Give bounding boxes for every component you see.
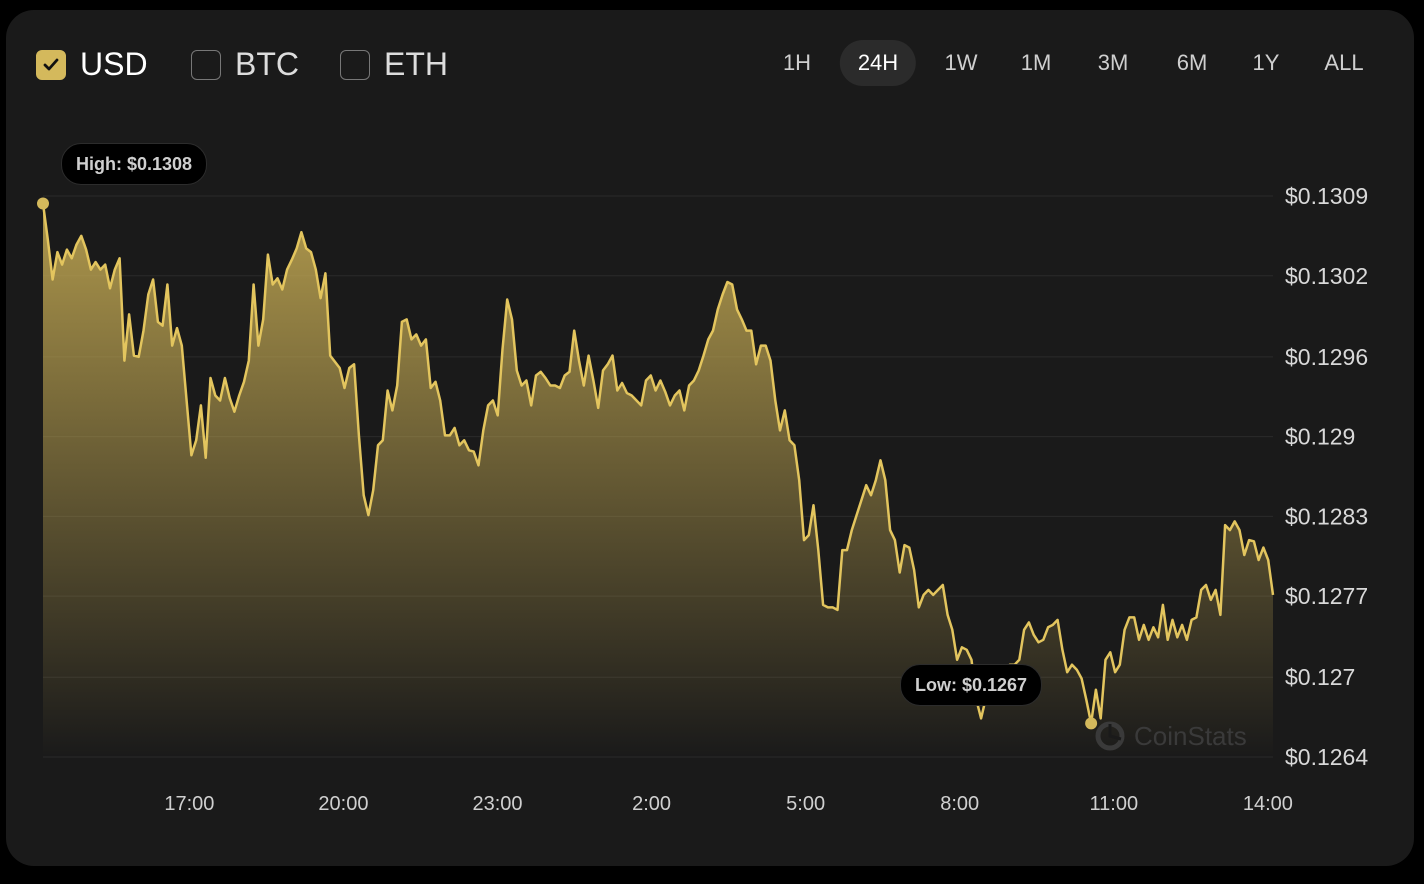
checkbox[interactable] — [191, 49, 221, 80]
tab-1m[interactable]: 1M — [1020, 50, 1052, 75]
low-price-tooltip: Low: $0.1267 — [900, 664, 1043, 706]
x-tick-label: 11:00 — [1090, 793, 1139, 815]
currency-checkbox-usd[interactable]: USD — [36, 46, 148, 83]
tab-3m[interactable]: 3M — [1097, 50, 1129, 75]
currency-checkbox-btc[interactable]: BTC — [191, 46, 299, 83]
y-tick-label: $0.127 — [1285, 664, 1355, 690]
x-tick-label: 14:00 — [1243, 793, 1293, 815]
tab-all[interactable]: ALL — [1324, 50, 1364, 75]
x-tick-label: 5:00 — [786, 793, 825, 815]
y-tick-label: $0.1296 — [1285, 344, 1368, 370]
low-point-marker — [1085, 717, 1098, 730]
checkbox[interactable] — [36, 49, 66, 80]
x-tick-label: 20:00 — [318, 793, 368, 815]
tab-1h[interactable]: 1H — [782, 50, 812, 75]
watermark-text: CoinStats — [1134, 720, 1247, 751]
tab-6m[interactable]: 6M — [1176, 50, 1208, 75]
coinstats-watermark: CoinStats — [1094, 720, 1247, 752]
price-area-fill — [43, 203, 1273, 757]
x-tick-label: 2:00 — [632, 793, 671, 815]
tab-1w[interactable]: 1W — [944, 50, 978, 75]
price-line — [41, 203, 1275, 725]
y-tick-label: $0.1283 — [1285, 503, 1368, 529]
currency-label: USD — [80, 46, 148, 82]
x-tick-label: 17:00 — [164, 793, 214, 815]
timeframe-tabs: 1H 24H 1W 1M 3M 6M 1Y ALL — [0, 40, 1424, 86]
x-tick-label: 8:00 — [940, 793, 979, 815]
y-tick-label: $0.1302 — [1285, 263, 1368, 289]
y-tick-label: $0.1264 — [1285, 744, 1368, 770]
tab-1y[interactable]: 1Y — [1252, 50, 1280, 75]
y-tick-label: $0.1277 — [1285, 583, 1368, 609]
high-price-tooltip: High: $0.1308 — [61, 143, 208, 185]
currency-label: BTC — [235, 46, 299, 82]
currency-checkbox-eth[interactable]: ETH — [340, 46, 448, 83]
check-icon — [43, 58, 59, 70]
tab-24h[interactable]: 24H — [839, 40, 917, 86]
y-tick-label: $0.1309 — [1285, 183, 1368, 209]
y-tick-label: $0.129 — [1285, 424, 1355, 450]
x-tick-label: 23:00 — [472, 793, 522, 815]
checkbox[interactable] — [340, 49, 370, 80]
currency-label: ETH — [384, 46, 448, 82]
coinstats-logo-icon — [1095, 721, 1125, 751]
high-point-marker — [37, 197, 49, 210]
